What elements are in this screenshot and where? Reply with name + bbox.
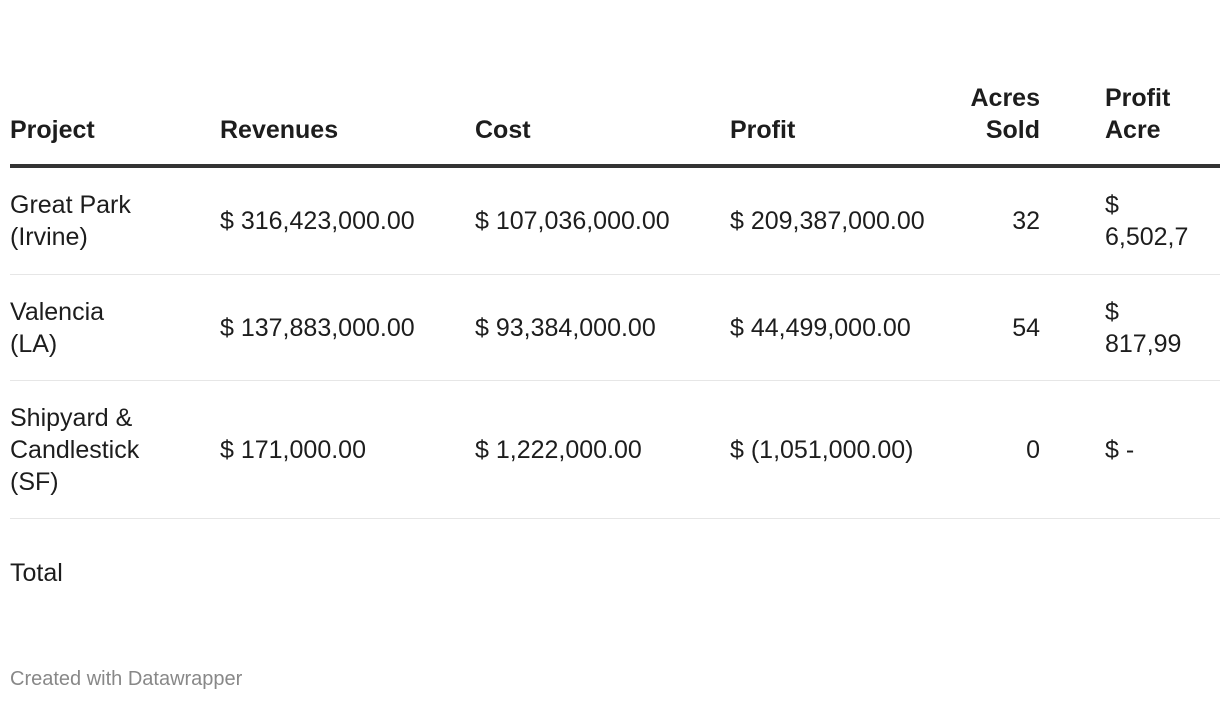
header-revenues[interactable]: Revenues xyxy=(220,82,475,168)
header-cost[interactable]: Cost xyxy=(475,82,730,168)
datawrapper-credit[interactable]: Created with Datawrapper xyxy=(10,668,243,690)
cell-cost: $ 1,222,000.00 xyxy=(475,380,730,519)
header-acres-sold[interactable]: Acres Sold xyxy=(920,82,1105,168)
cell-revenues: $ 316,423,000.00 xyxy=(220,166,475,275)
cell-cost: $ 107,036,000.00 xyxy=(475,166,730,275)
table-row: Valencia (LA) $ 137,883,000.00 $ 93,384,… xyxy=(10,274,1220,381)
table-row: Shipyard & Candlestick (SF) $ 171,000.00… xyxy=(10,380,1220,519)
cell-revenues: $ 137,883,000.00 xyxy=(220,274,475,381)
cell-acres: 54 xyxy=(920,274,1105,381)
cell-profit: $ 44,499,000.00 xyxy=(730,274,920,381)
header-row: Project Revenues Cost Profit Acres Sold … xyxy=(10,82,1220,168)
data-table: Project Revenues Cost Profit Acres Sold … xyxy=(10,82,1220,627)
cell-profit-acre: $ 6,502,7 xyxy=(1105,166,1220,275)
cell-project: Shipyard & Candlestick (SF) xyxy=(10,380,220,519)
cell-project: Great Park (Irvine) xyxy=(10,166,220,275)
cell-cost: $ 93,384,000.00 xyxy=(475,274,730,381)
cell-profit-acre: $ - xyxy=(1105,380,1220,519)
header-profit-acre[interactable]: Profit Acre xyxy=(1105,82,1220,168)
cell-revenues: $ 171,000.00 xyxy=(220,380,475,519)
cell-acres: 32 xyxy=(920,166,1105,275)
header-project[interactable]: Project xyxy=(10,82,220,168)
data-table-container: Project Revenues Cost Profit Acres Sold … xyxy=(10,82,1220,627)
cell-acres: 0 xyxy=(920,380,1105,519)
table-row: Great Park (Irvine) $ 316,423,000.00 $ 1… xyxy=(10,166,1220,275)
header-profit[interactable]: Profit xyxy=(730,82,920,168)
cell-profit-acre: $ 817,99 xyxy=(1105,274,1220,381)
total-label: Total xyxy=(10,559,63,587)
cell-profit: $ (1,051,000.00) xyxy=(730,380,920,519)
cell-profit: $ 209,387,000.00 xyxy=(730,166,925,275)
total-row: Total xyxy=(10,519,1220,628)
cell-project: Valencia (LA) xyxy=(10,274,220,381)
